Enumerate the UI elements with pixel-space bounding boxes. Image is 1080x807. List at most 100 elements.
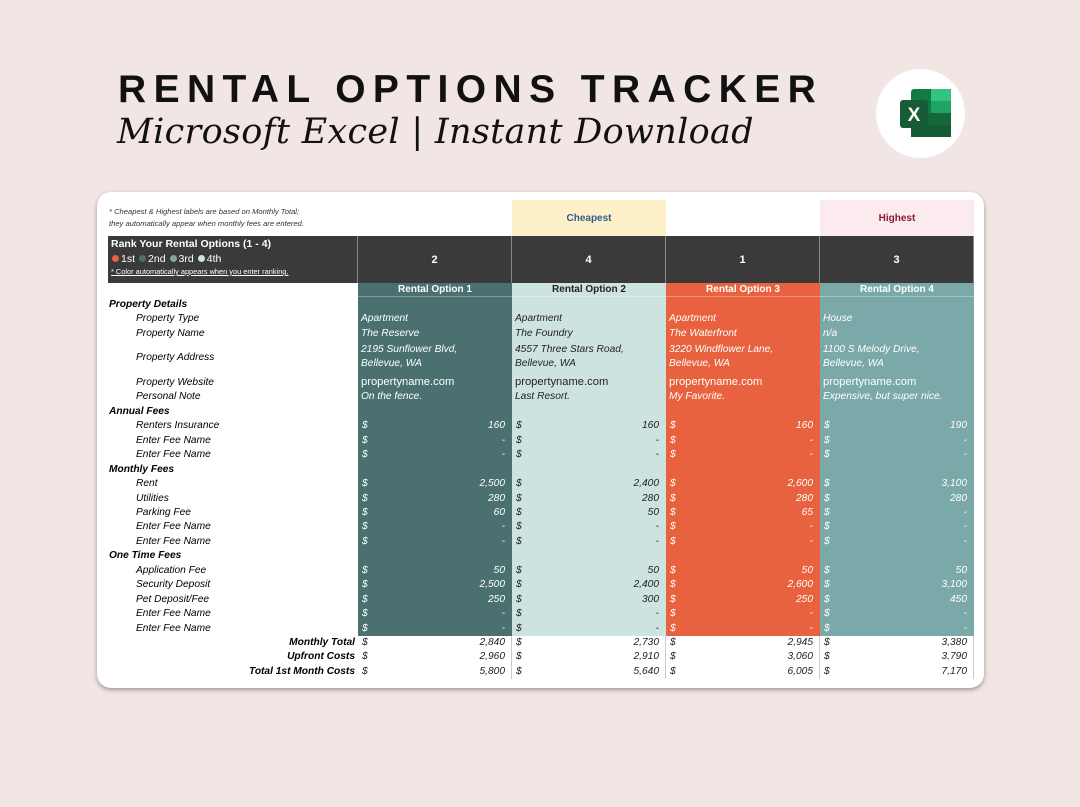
amount-cell[interactable]: $3,790 (820, 650, 974, 664)
amount-cell[interactable]: $ - (512, 434, 666, 448)
amount-cell[interactable]: $280 (512, 492, 666, 506)
detail-cell[interactable]: Apartment (669, 313, 716, 325)
amount-cell[interactable]: $ - (820, 520, 974, 534)
detail-cell[interactable]: Apartment (361, 313, 408, 325)
amount-cell[interactable]: $ - (820, 506, 974, 520)
currency-symbol: $ (824, 651, 830, 663)
amount-cell[interactable]: $2,840 (358, 636, 512, 650)
detail-cell[interactable]: propertyname.com (358, 375, 512, 390)
amount-cell[interactable]: $6,005 (666, 665, 820, 679)
currency-symbol: $ (516, 420, 522, 432)
property-website-link[interactable]: propertyname.com (823, 376, 917, 389)
page-subtitle: Microsoft Excel | Instant Download (117, 112, 754, 152)
amount-cell[interactable]: $2,945 (666, 636, 820, 650)
amount-cell[interactable]: $ - (666, 434, 820, 448)
detail-cell[interactable]: Expensive, but super nice. (823, 391, 943, 403)
row-label: Security Deposit (136, 579, 211, 591)
amount-cell[interactable]: $300 (512, 593, 666, 607)
amount-cell[interactable]: $3,380 (820, 636, 974, 650)
amount-cell[interactable]: $160 (512, 419, 666, 433)
detail-cell[interactable]: My Favorite. (669, 391, 726, 403)
amount-cell[interactable]: $2,400 (512, 477, 666, 491)
detail-cell[interactable]: n/a (823, 327, 838, 339)
amount-cell[interactable]: $2,960 (358, 650, 512, 664)
option-column-1 (358, 283, 512, 636)
amount-cell[interactable]: $ - (820, 434, 974, 448)
amount-cell[interactable]: $ - (512, 607, 666, 621)
option-header-4: Rental Option 4 (820, 283, 974, 297)
amount-cell[interactable]: $2,730 (512, 636, 666, 650)
amount-cell[interactable]: $ - (512, 448, 666, 462)
amount-cell[interactable]: $ - (358, 434, 512, 448)
amount-cell[interactable]: $2,600 (666, 578, 820, 592)
amount-cell[interactable]: $2,600 (666, 477, 820, 491)
rank-input-option-1[interactable]: 2 (358, 236, 512, 283)
amount-cell[interactable]: $ - (820, 622, 974, 636)
amount-cell[interactable]: $280 (666, 492, 820, 506)
amount-cell[interactable]: $60 (358, 506, 512, 520)
amount-cell[interactable]: $5,640 (512, 665, 666, 679)
amount-cell[interactable]: $3,060 (666, 650, 820, 664)
property-website-link[interactable]: propertyname.com (361, 376, 455, 389)
property-website-link[interactable]: propertyname.com (515, 376, 609, 389)
detail-cell[interactable]: propertyname.com (666, 375, 820, 390)
amount-cell[interactable]: $ - (666, 607, 820, 621)
row-label: Enter Fee Name (136, 521, 211, 533)
amount-cell[interactable]: $ - (512, 520, 666, 534)
detail-cell[interactable]: Last Resort. (515, 391, 570, 403)
detail-cell[interactable]: Apartment (515, 313, 562, 325)
amount-cell[interactable]: $3,100 (820, 477, 974, 491)
detail-cell[interactable]: On the fence. (361, 391, 423, 403)
property-website-link[interactable]: propertyname.com (669, 376, 763, 389)
amount-cell[interactable]: $ - (512, 535, 666, 549)
detail-cell[interactable]: propertyname.com (512, 375, 666, 390)
detail-cell[interactable]: propertyname.com (820, 375, 974, 390)
amount-cell[interactable]: $50 (512, 564, 666, 578)
amount-cell[interactable]: $450 (820, 593, 974, 607)
detail-cell[interactable]: 3220 Windflower Lane, Bellevue, WA (666, 341, 820, 375)
amount-cell[interactable]: $ - (666, 520, 820, 534)
amount-cell[interactable]: $250 (666, 593, 820, 607)
amount-cell[interactable]: $2,400 (512, 578, 666, 592)
rank-input-option-3[interactable]: 1 (666, 236, 820, 283)
amount-cell[interactable]: $ - (820, 448, 974, 462)
amount-cell[interactable]: $250 (358, 593, 512, 607)
detail-cell[interactable]: The Waterfront (669, 327, 737, 339)
detail-cell[interactable]: 2195 Sunflower Blvd, Bellevue, WA (358, 341, 512, 375)
amount-cell[interactable]: $ - (358, 520, 512, 534)
amount-cell[interactable]: $ - (358, 535, 512, 549)
amount-cell[interactable]: $65 (666, 506, 820, 520)
detail-cell[interactable]: 1100 S Melody Drive, Bellevue, WA (820, 341, 974, 375)
amount-cell[interactable]: $ - (666, 535, 820, 549)
amount-cell[interactable]: $160 (666, 419, 820, 433)
amount-cell[interactable]: $280 (358, 492, 512, 506)
amount-cell[interactable]: $2,910 (512, 650, 666, 664)
amount-cell[interactable]: $190 (820, 419, 974, 433)
amount-cell[interactable]: $280 (820, 492, 974, 506)
rank-input-option-4[interactable]: 3 (820, 236, 974, 283)
amount-cell[interactable]: $5,800 (358, 665, 512, 679)
amount-cell[interactable]: $50 (820, 564, 974, 578)
amount-cell[interactable]: $ - (820, 535, 974, 549)
amount-cell[interactable]: $ - (358, 448, 512, 462)
amount-cell[interactable]: $ - (820, 607, 974, 621)
amount-cell[interactable]: $7,170 (820, 665, 974, 679)
detail-cell[interactable]: The Foundry (515, 327, 573, 339)
amount-cell[interactable]: $ - (512, 622, 666, 636)
amount-cell[interactable]: $2,500 (358, 477, 512, 491)
currency-symbol: $ (362, 651, 368, 663)
amount-cell[interactable]: $ - (666, 622, 820, 636)
detail-cell[interactable]: The Reserve (361, 327, 420, 339)
amount-cell[interactable]: $160 (358, 419, 512, 433)
amount-cell[interactable]: $50 (358, 564, 512, 578)
amount-cell[interactable]: $3,100 (820, 578, 974, 592)
amount-cell[interactable]: $ - (666, 448, 820, 462)
detail-cell[interactable]: House (823, 313, 853, 325)
rank-input-option-2[interactable]: 4 (512, 236, 666, 283)
amount-cell[interactable]: $50 (512, 506, 666, 520)
amount-cell[interactable]: $ - (358, 607, 512, 621)
amount-cell[interactable]: $2,500 (358, 578, 512, 592)
detail-cell[interactable]: 4557 Three Stars Road, Bellevue, WA (512, 341, 666, 375)
amount-cell[interactable]: $50 (666, 564, 820, 578)
amount-cell[interactable]: $ - (358, 622, 512, 636)
